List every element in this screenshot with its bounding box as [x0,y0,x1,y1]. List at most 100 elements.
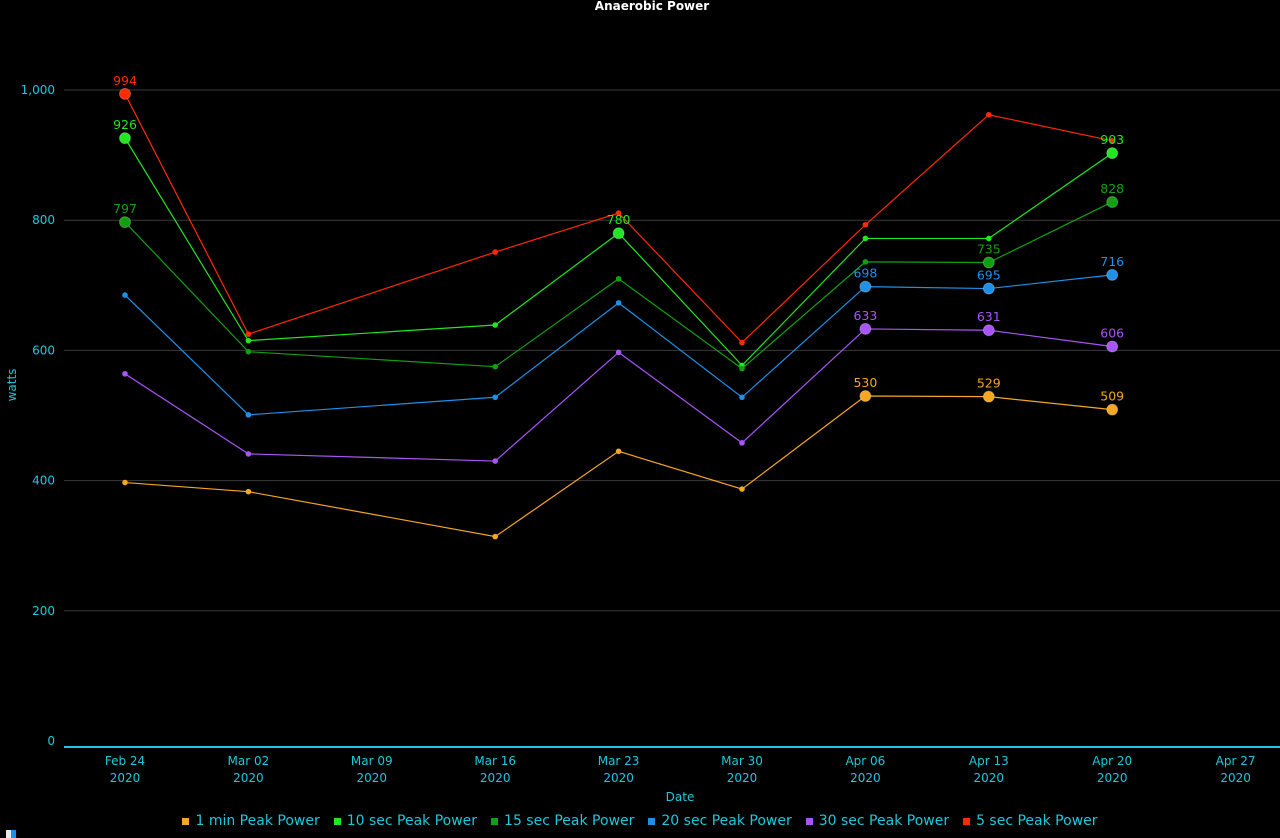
data-point[interactable] [739,365,745,372]
x-tick-label: Apr 27 [1216,754,1256,768]
data-point[interactable] [122,479,128,486]
y-axis-label: watts [5,369,19,402]
x-tick-label: Mar 09 [351,754,393,768]
data-point[interactable] [615,210,622,216]
data-label: 695 [977,268,1001,283]
data-label: 530 [853,375,877,390]
highlighted-point[interactable] [982,390,995,403]
legend-item[interactable]: 1 min Peak Power [182,813,320,829]
legend-swatch [182,817,190,825]
legend-swatch [648,817,656,825]
data-label: 780 [607,212,631,227]
highlighted-point[interactable] [119,216,131,229]
y-tick-label: 800 [32,213,55,227]
data-point[interactable] [862,235,869,242]
highlighted-point[interactable] [1106,147,1119,160]
x-tick-label: Mar 30 [721,754,763,768]
series-line [124,328,1113,462]
data-point[interactable] [492,533,499,540]
chart-title: Anaerobic Power [595,0,709,13]
data-point[interactable] [739,339,745,346]
legend-item[interactable]: 15 sec Peak Power [491,813,634,829]
highlighted-point[interactable] [859,389,872,402]
highlighted-point[interactable] [982,256,995,269]
x-tick-label: Apr 20 [1092,754,1132,768]
data-point[interactable] [245,451,252,457]
data-point[interactable] [986,235,992,242]
highlighted-point[interactable] [859,322,872,335]
data-point[interactable] [492,322,499,328]
legend-label: 5 sec Peak Power [976,813,1098,829]
legend-label: 1 min Peak Power [195,813,320,829]
highlighted-point[interactable] [1106,403,1119,416]
data-label: 716 [1100,254,1124,269]
data-point[interactable] [245,488,252,495]
data-point[interactable] [245,331,252,337]
legend-item[interactable]: 5 sec Peak Power [963,813,1098,829]
series-lines [119,87,1119,540]
data-label: 926 [113,117,137,132]
data-label: 606 [1100,325,1124,340]
y-tick-label: 1,000 [21,83,55,97]
series-line [124,93,1113,344]
data-point[interactable] [739,440,745,446]
data-point[interactable] [615,300,622,306]
x-tick-label: Mar 16 [474,754,516,768]
data-label: 735 [977,242,1001,257]
legend-label: 15 sec Peak Power [504,813,635,829]
legend-item[interactable]: 30 sec Peak Power [805,813,950,829]
data-point[interactable] [862,221,869,228]
legend-item[interactable]: 20 sec Peak Power [648,813,792,829]
legend-swatch [333,817,341,825]
x-tick-year-label: 2020 [357,771,388,785]
legend-label: 10 sec Peak Power [346,813,478,829]
data-point[interactable] [615,275,622,282]
legend-label: 30 sec Peak Power [818,813,950,829]
data-point[interactable] [245,348,252,355]
y-tick-label: 400 [32,474,55,488]
highlighted-point[interactable] [119,87,131,100]
data-point[interactable] [122,371,128,377]
series-line [124,274,1113,416]
data-point[interactable] [122,292,128,298]
y-tick-label: 600 [32,343,55,357]
data-point[interactable] [615,448,622,455]
corner-widget-icon [6,830,16,838]
highlighted-point[interactable] [1106,195,1119,208]
data-point[interactable] [245,412,252,418]
highlighted-point[interactable] [1106,340,1119,353]
x-tick-year-label: 2020 [974,771,1005,785]
x-tick-year-label: 2020 [110,771,141,785]
data-point[interactable] [615,349,622,356]
highlighted-point[interactable] [1106,268,1119,281]
x-tick-label: Apr 13 [969,754,1009,768]
data-point[interactable] [492,363,499,370]
legend-swatch [963,817,971,825]
legend-item[interactable]: 10 sec Peak Power [333,813,478,829]
x-tick-year-label: 2020 [1097,771,1128,785]
data-point[interactable] [1109,137,1115,144]
highlighted-point[interactable] [119,132,131,145]
x-tick-label: Apr 06 [845,754,885,768]
data-point[interactable] [245,337,252,344]
x-tick-year-label: 2020 [233,771,264,785]
highlighted-point[interactable] [859,280,872,293]
y-axis-ticks: 0 200 400 600 800 1,000 [21,83,55,748]
data-label: 698 [853,266,877,281]
data-point[interactable] [862,259,869,265]
data-point[interactable] [739,394,745,401]
highlighted-point[interactable] [982,282,995,295]
data-point[interactable] [492,249,499,255]
legend-swatch [491,817,499,825]
legend-swatch [805,817,813,825]
highlighted-point[interactable] [982,324,995,337]
x-tick-label: Feb 24 [105,754,145,768]
x-tick-year-label: 2020 [603,771,634,785]
legend-label: 20 sec Peak Power [661,813,792,829]
data-labels: 530 529 509 926 780 903 797 735 828 698 695 716 633 6… [113,73,1124,404]
highlighted-point[interactable] [612,227,625,240]
data-point[interactable] [739,486,745,492]
data-point[interactable] [986,111,992,118]
data-point[interactable] [492,458,499,464]
data-point[interactable] [492,394,499,401]
